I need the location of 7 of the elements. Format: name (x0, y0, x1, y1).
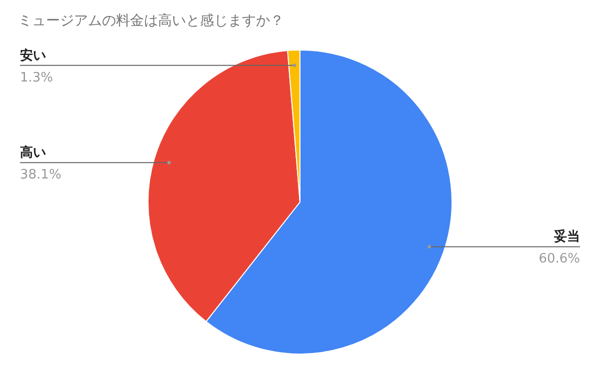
data-label: 60.6% (538, 252, 580, 267)
slice-label: 高い (20, 144, 46, 161)
chart-title: ミュージアムの料金は高いと感じますか？ (18, 13, 284, 29)
data-label: 1.3% (20, 70, 54, 86)
slice-label: 安い (20, 47, 46, 64)
slice-label: 妥当 (553, 228, 580, 245)
data-label: 38.1% (20, 168, 62, 183)
